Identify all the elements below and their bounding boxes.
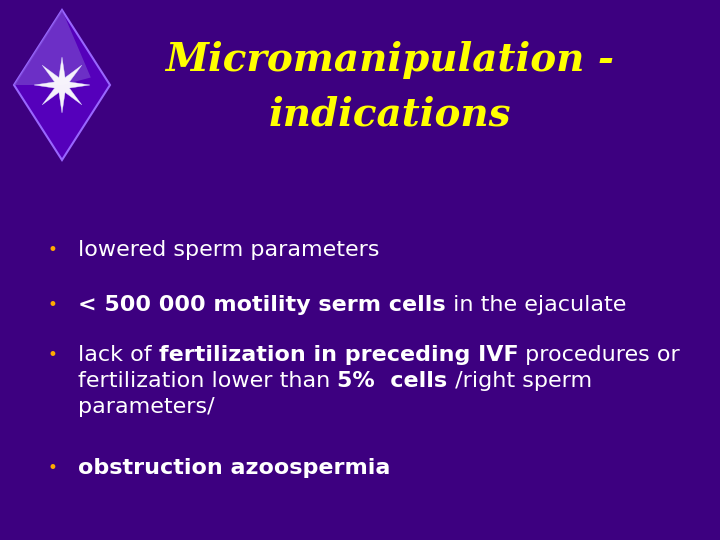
Text: •: • <box>47 346 57 364</box>
Text: procedures or: procedures or <box>518 345 680 365</box>
Text: obstruction azoospermia: obstruction azoospermia <box>78 458 390 478</box>
Text: 5%  cells: 5% cells <box>338 371 448 391</box>
Text: < 500 000 motility serm cells: < 500 000 motility serm cells <box>78 295 446 315</box>
Text: Micromanipulation -: Micromanipulation - <box>166 41 614 79</box>
Text: indications: indications <box>269 96 511 134</box>
Text: •: • <box>47 296 57 314</box>
Text: fertilization in preceding IVF: fertilization in preceding IVF <box>158 345 518 365</box>
Text: in the ejaculate: in the ejaculate <box>446 295 626 315</box>
Polygon shape <box>14 10 91 85</box>
Text: lack of: lack of <box>78 345 158 365</box>
Text: •: • <box>47 241 57 259</box>
Text: •: • <box>47 459 57 477</box>
Polygon shape <box>14 10 110 160</box>
Text: /right sperm: /right sperm <box>448 371 592 391</box>
Text: lowered sperm parameters: lowered sperm parameters <box>78 240 379 260</box>
Text: fertilization lower than: fertilization lower than <box>78 371 338 391</box>
Polygon shape <box>34 57 90 113</box>
Text: parameters/: parameters/ <box>78 397 215 417</box>
Polygon shape <box>14 10 110 160</box>
